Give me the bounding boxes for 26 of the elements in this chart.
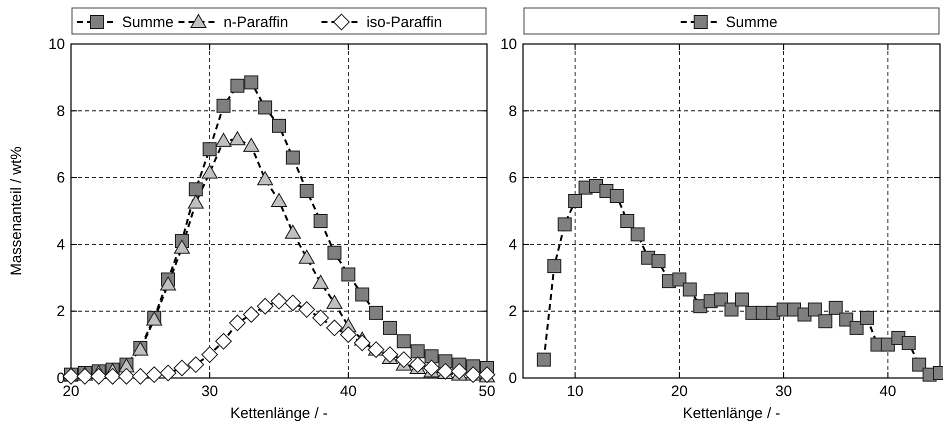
y-tick-label: 10 xyxy=(500,36,517,53)
y-tick-label: 4 xyxy=(56,236,65,254)
legend-label: iso-Paraffin xyxy=(366,14,442,31)
x-tick-label: 40 xyxy=(880,383,896,400)
legend-label: n-Paraffin xyxy=(223,14,288,31)
y-tick-label: 2 xyxy=(56,303,65,320)
x-tick-label: 10 xyxy=(566,383,584,400)
y-tick-label: 10 xyxy=(48,36,65,53)
x-tick-label: 30 xyxy=(775,383,792,400)
y-tick-label: 4 xyxy=(508,236,517,254)
y-tick-label: 8 xyxy=(56,102,65,120)
y-tick-label: 6 xyxy=(56,170,65,187)
y-tick-label: 8 xyxy=(508,102,517,120)
y-tick-label: 6 xyxy=(508,170,517,187)
x-tick-label: 50 xyxy=(478,383,496,400)
x-tick-label: 20 xyxy=(671,383,688,400)
x-axis-title: Kettenlänge / - xyxy=(230,405,328,422)
x-tick-label: 20 xyxy=(62,383,80,400)
x-tick-label: 40 xyxy=(340,383,357,400)
legend-label: Summe xyxy=(726,14,778,31)
y-axis-title: Massenanteil / wt% xyxy=(8,146,25,276)
legend-label: Summe xyxy=(122,14,174,31)
y-tick-label: 0 xyxy=(508,370,517,387)
x-axis-title: Kettenlänge / - xyxy=(682,405,780,422)
x-tick-label: 30 xyxy=(201,383,218,400)
y-tick-label: 2 xyxy=(508,303,517,320)
